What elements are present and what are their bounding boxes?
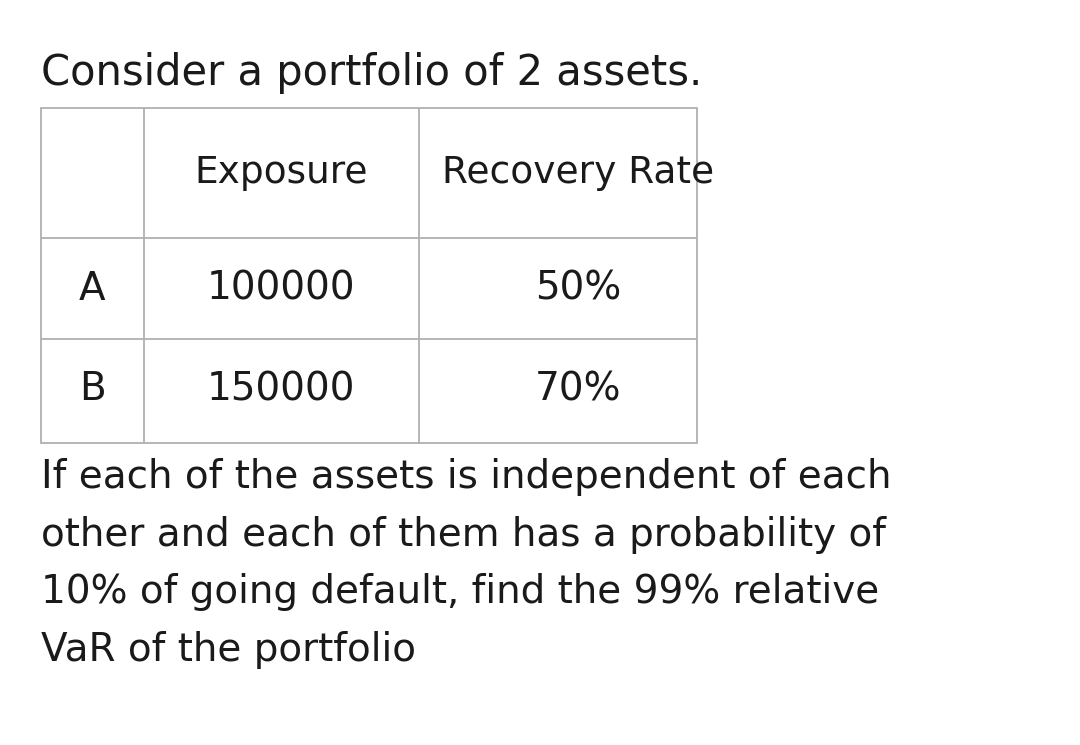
Text: 100000: 100000 [207, 270, 355, 308]
Text: B: B [79, 370, 106, 408]
Text: A: A [79, 270, 106, 308]
Text: 70%: 70% [535, 370, 622, 408]
Text: 50%: 50% [536, 270, 621, 308]
Text: Exposure: Exposure [194, 155, 368, 191]
Bar [41, 108, 697, 443]
Text: Consider a portfolio of 2 assets.: Consider a portfolio of 2 assets. [41, 52, 702, 94]
Text: Recovery Rate: Recovery Rate [443, 155, 714, 191]
Text: If each of the assets is independent of each
other and each of them has a probab: If each of the assets is independent of … [41, 458, 892, 669]
Text: 150000: 150000 [207, 370, 355, 408]
